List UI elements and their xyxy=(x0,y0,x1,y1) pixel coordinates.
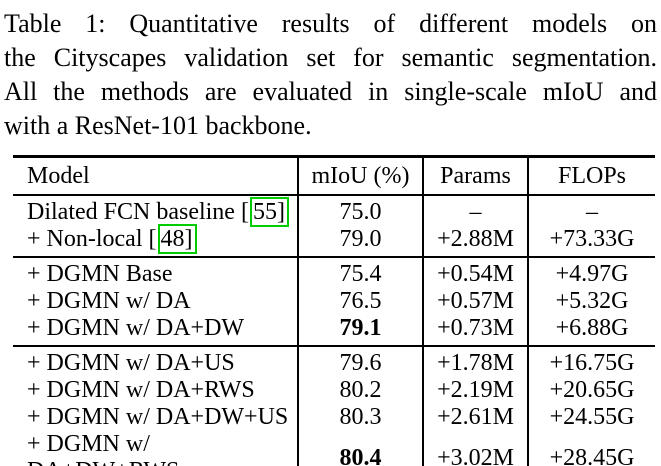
table-row: + DGMN w/ DA+DW 79.1 +0.73M +6.88G xyxy=(13,315,655,346)
citation-link-48[interactable]: 48] xyxy=(157,224,197,254)
miou-cell: 76.5 xyxy=(297,288,423,315)
model-label: + Non-local [ xyxy=(27,226,157,252)
flops-cell: +24.55G xyxy=(527,404,655,431)
caption-line-2: the Cityscapes validation set for semant… xyxy=(4,43,657,72)
model-label: + DGMN w/ DA+DW+RWS xyxy=(27,431,179,466)
model-cell: + DGMN w/ DA+RWS xyxy=(13,377,298,404)
flops-cell: +20.65G xyxy=(527,377,655,404)
miou-cell: 80.3 xyxy=(297,404,423,431)
model-label: + DGMN Base xyxy=(27,261,173,287)
flops-cell: +6.88G xyxy=(527,315,655,346)
params-cell: +2.19M xyxy=(422,377,528,404)
table-group-baselines: Dilated FCN baseline [55] 75.0 – – + Non… xyxy=(13,195,655,257)
header-row: Model mIoU (%) Params FLOPs xyxy=(13,156,655,196)
model-label: Dilated FCN baseline [ xyxy=(27,199,249,225)
table-row: + DGMN w/ DA+DW+US 80.3 +2.61M +24.55G xyxy=(13,404,655,431)
table-row: + DGMN Base 75.4 +0.54M +4.97G xyxy=(13,256,655,288)
model-label: + DGMN w/ DA+DW+US xyxy=(27,404,289,430)
flops-cell: +5.32G xyxy=(527,288,655,315)
model-label: + DGMN w/ DA+DW xyxy=(27,315,245,341)
miou-cell: 79.6 xyxy=(297,345,423,377)
results-table-container: Model mIoU (%) Params FLOPs Dilated FCN … xyxy=(13,155,655,466)
model-cell: + DGMN w/ DA xyxy=(13,288,298,315)
flops-cell: +16.75G xyxy=(527,345,655,377)
model-cell: + DGMN w/ DA+DW+US xyxy=(13,404,298,431)
table-row: + Non-local [48] 79.0 +2.88M +73.33G xyxy=(13,224,655,257)
model-cell: Dilated FCN baseline [55] xyxy=(13,195,298,227)
params-cell: +2.88M xyxy=(422,226,528,257)
table-row: + DGMN w/ DA+US 79.6 +1.78M +16.75G xyxy=(13,345,655,377)
flops-cell: +28.45G xyxy=(527,431,655,466)
params-cell: +2.61M xyxy=(422,404,528,431)
flops-cell: +73.33G xyxy=(527,226,655,257)
table-row: + DGMN w/ DA+RWS 80.2 +2.19M +20.65G xyxy=(13,377,655,404)
caption-line-3: All the methods are evaluated in single-… xyxy=(4,77,657,106)
model-cell: + DGMN w/ DA+DW+RWS xyxy=(13,431,298,466)
table-caption: Table 1: Quantitative results of differe… xyxy=(4,7,657,143)
miou-cell: 79.1 xyxy=(297,315,423,346)
model-label: + DGMN w/ DA xyxy=(27,288,191,314)
table-group-dgmn-base: + DGMN Base 75.4 +0.54M +4.97G + DGMN w/… xyxy=(13,256,655,346)
model-cell: + Non-local [48] xyxy=(13,224,298,257)
model-label: + DGMN w/ DA+US xyxy=(27,350,235,376)
caption-line-1: Table 1: Quantitative results of differe… xyxy=(4,9,657,38)
results-table: Model mIoU (%) Params FLOPs Dilated FCN … xyxy=(13,155,655,466)
citation-link-55[interactable]: 55] xyxy=(249,197,289,227)
params-cell: +1.78M xyxy=(422,345,528,377)
params-cell: +0.54M xyxy=(422,256,528,288)
flops-cell: +4.97G xyxy=(527,256,655,288)
column-header-flops: FLOPs xyxy=(527,156,655,196)
model-cell: + DGMN Base xyxy=(13,256,298,288)
model-label: + DGMN w/ DA+RWS xyxy=(27,377,255,403)
column-header-miou: mIoU (%) xyxy=(297,156,423,196)
column-header-params: Params xyxy=(422,156,528,196)
params-cell: +0.73M xyxy=(422,315,528,346)
params-cell: +0.57M xyxy=(422,288,528,315)
params-cell: +3.02M xyxy=(422,431,528,466)
miou-cell: 80.4 xyxy=(297,431,423,466)
table-row: Dilated FCN baseline [55] 75.0 – – xyxy=(13,195,655,227)
caption-line-4: with a ResNet-101 backbone. xyxy=(4,111,312,140)
params-cell: – xyxy=(422,195,528,226)
table-row: + DGMN w/ DA+DW+RWS 80.4 +3.02M +28.45G xyxy=(13,431,655,466)
flops-cell: – xyxy=(527,195,655,226)
model-cell: + DGMN w/ DA+US xyxy=(13,345,298,377)
table-group-dgmn-variants: + DGMN w/ DA+US 79.6 +1.78M +16.75G + DG… xyxy=(13,345,655,466)
miou-cell: 80.2 xyxy=(297,377,423,404)
miou-cell: 79.0 xyxy=(297,226,423,257)
table-row: + DGMN w/ DA 76.5 +0.57M +5.32G xyxy=(13,288,655,315)
miou-cell: 75.4 xyxy=(297,256,423,288)
miou-cell: 75.0 xyxy=(297,195,423,226)
model-cell: + DGMN w/ DA+DW xyxy=(13,315,298,346)
column-header-model: Model xyxy=(13,156,298,196)
